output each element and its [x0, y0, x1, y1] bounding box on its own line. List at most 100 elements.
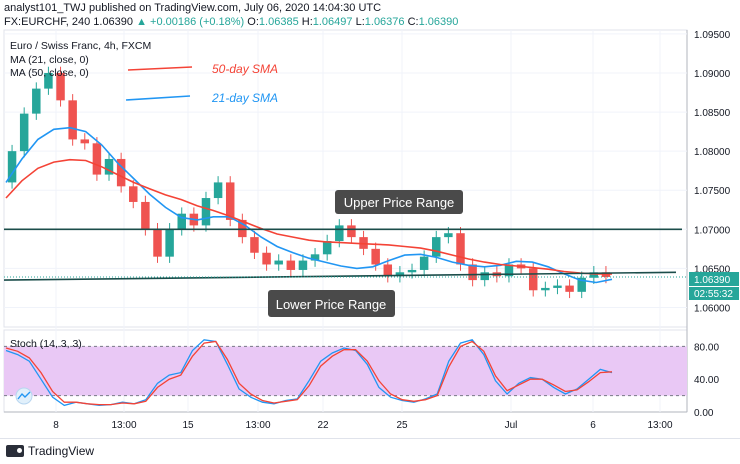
- candle-body: [565, 285, 574, 292]
- upper-range-callout[interactable]: Upper Price Range: [335, 190, 463, 214]
- price-tick-label: 1.07500: [694, 186, 731, 197]
- ohlc-open-value: 1.06385: [258, 16, 299, 28]
- candle-body: [322, 241, 332, 255]
- price-change: ▲ +0.00186 (+0.18%): [136, 16, 245, 28]
- time-tick-label: Jul: [505, 420, 518, 431]
- time-tick-label: 13:00: [647, 420, 672, 431]
- candle-body: [80, 139, 90, 144]
- candle-body: [225, 182, 235, 220]
- lower-range-line: [3, 271, 677, 281]
- sma50-annotation-line: [127, 66, 193, 71]
- last-price: 1.06390: [93, 16, 134, 28]
- candle-body: [347, 225, 356, 238]
- stoch-tick-label: 40.00: [694, 375, 719, 386]
- ohlc-low-label: L:: [355, 16, 365, 28]
- candle-body: [528, 268, 538, 291]
- candle-body: [19, 113, 29, 152]
- candle-body: [141, 201, 150, 230]
- time-tick-label: 22: [317, 420, 329, 431]
- time-tick-label: 13:00: [245, 420, 270, 431]
- tradingview-logo-icon: [6, 445, 24, 457]
- price-tick-label: 1.08000: [694, 147, 731, 158]
- chart-settings-icon[interactable]: [15, 387, 33, 405]
- price-tick-label: 1.09000: [694, 69, 731, 80]
- ohlc-high-label: H:: [301, 16, 313, 28]
- candle-body: [44, 72, 53, 89]
- candle-body: [553, 285, 562, 288]
- price-tick-label: 1.06500: [694, 264, 731, 275]
- sma21-annotation: 21-day SMA: [211, 91, 278, 105]
- upper-range-label: Upper Price Range: [344, 195, 455, 210]
- candle-body: [92, 143, 102, 175]
- ohlc-close-value: 1.06390: [418, 16, 459, 28]
- ohlc-open-label: O:: [247, 16, 259, 28]
- tradingview-logo[interactable]: TradingView: [6, 444, 94, 458]
- price-tick-label: 1.09500: [694, 30, 731, 41]
- candle-body: [116, 158, 126, 187]
- ma50-legend[interactable]: MA (50, close, 0): [10, 67, 89, 79]
- price-range-lines[interactable]: [3, 228, 687, 281]
- price-tick-label: 1.08500: [694, 108, 731, 119]
- candle-body: [456, 233, 465, 265]
- time-tick-label: 25: [396, 420, 408, 431]
- candle-body: [56, 72, 65, 101]
- price-tick-label: 1.07000: [694, 225, 731, 236]
- lower-range-callout[interactable]: Lower Price Range: [268, 290, 395, 317]
- candle-body: [407, 269, 417, 273]
- stochastic: [4, 339, 687, 407]
- ohlc-high-value: 1.06497: [312, 16, 353, 28]
- candle-body: [504, 264, 514, 277]
- ma21-legend[interactable]: MA (21, close, 0): [10, 54, 89, 66]
- svg-text:02:55:32: 02:55:32: [694, 289, 733, 300]
- ma21-line: [5, 126, 613, 284]
- candle-body: [153, 229, 162, 257]
- candle-body: [7, 151, 17, 183]
- time-tick-label: 15: [182, 420, 194, 431]
- candle-body: [541, 287, 550, 291]
- candle-body: [468, 264, 477, 281]
- candle-body: [32, 88, 41, 114]
- tradingview-brand: TradingView: [28, 444, 95, 458]
- candle-body: [310, 254, 320, 261]
- candle-body: [68, 100, 77, 140]
- chart-title: Euro / Swiss Franc, 4h, FXCM: [10, 40, 152, 52]
- svg-text:1.06390: 1.06390: [694, 275, 731, 286]
- sma50-annotation: 50-day SMA: [212, 62, 278, 76]
- candle-body: [335, 225, 344, 242]
- candle-body: [444, 233, 453, 238]
- ohlc-close-label: C:: [407, 16, 419, 28]
- countdown-tag: 02:55:32: [689, 287, 739, 300]
- candle-body: [274, 260, 283, 265]
- candle-body: [165, 229, 174, 257]
- candle-body: [298, 260, 308, 270]
- sma21-annotation-line: [125, 95, 191, 101]
- stoch-band: [4, 346, 687, 396]
- candle-body: [395, 272, 405, 277]
- price-tick-label: 1.06000: [694, 303, 731, 314]
- lower-range-label: Lower Price Range: [276, 297, 387, 312]
- candle-body: [286, 260, 296, 270]
- candles: [7, 66, 611, 299]
- candle-body: [419, 256, 429, 270]
- time-tick-label: 6: [590, 420, 596, 431]
- candle-body: [201, 198, 211, 226]
- publish-header: analyst101_TWJ published on TradingView.…: [0, 0, 740, 30]
- footer-bar: TradingView: [0, 438, 740, 464]
- current-price-tag: 1.06390: [689, 272, 739, 286]
- stoch-legend[interactable]: Stoch (14, 3, 3): [10, 338, 82, 350]
- candle-body: [480, 272, 489, 281]
- candle-body: [213, 182, 223, 199]
- time-tick-label: 8: [53, 420, 59, 431]
- candle-body: [177, 213, 186, 230]
- symbol-name[interactable]: FX:EURCHF, 240: [4, 16, 91, 28]
- candle-body: [129, 186, 138, 202]
- stoch-tick-label: 80.00: [694, 342, 719, 353]
- time-tick-label: 13:00: [111, 420, 136, 431]
- candle-body: [577, 277, 586, 292]
- moving-averages: [5, 126, 613, 284]
- ohlc-low-value: 1.06376: [364, 16, 405, 28]
- chart-canvas[interactable]: 1.09500 1.09000 1.08500 1.08000 1.07500 1.070…: [0, 0, 740, 438]
- candle-body: [371, 248, 380, 265]
- candle-body: [262, 252, 271, 265]
- ma50-line: [5, 158, 612, 275]
